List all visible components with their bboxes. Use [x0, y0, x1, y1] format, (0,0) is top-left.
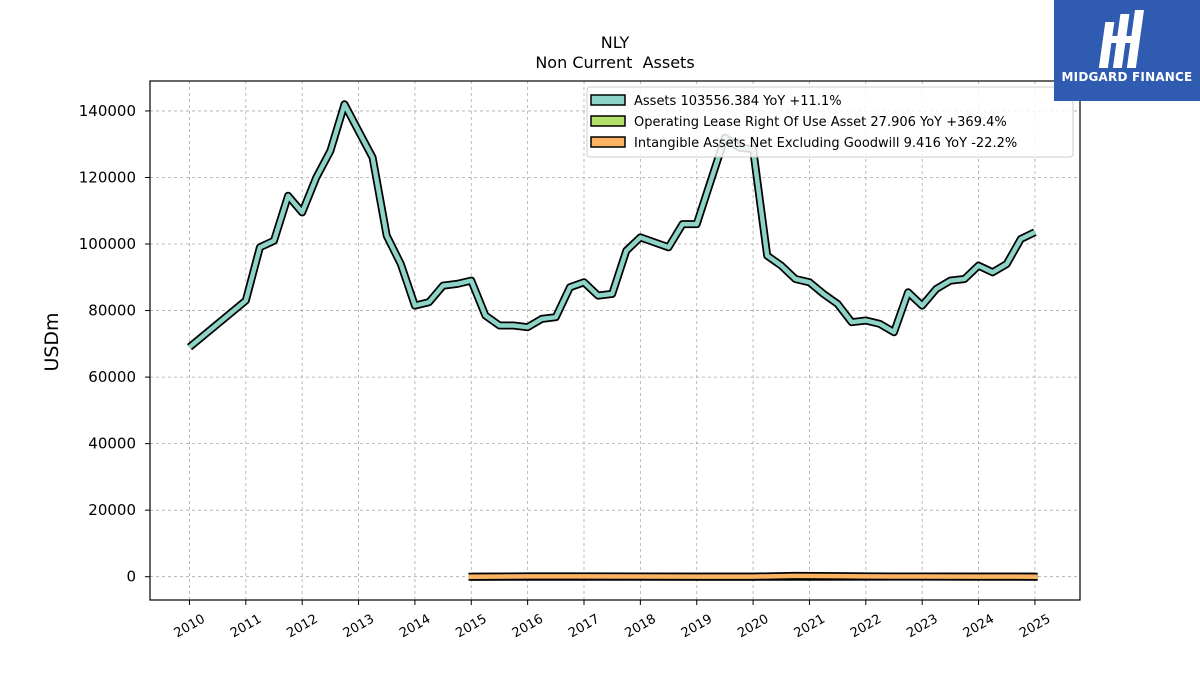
x-tick-label: 2022	[848, 612, 884, 642]
x-tick-label: 2024	[961, 612, 997, 642]
x-tick-label: 2013	[341, 612, 377, 642]
logo-text: MIDGARD FINANCE	[1061, 70, 1193, 84]
x-tick-label: 2020	[735, 612, 771, 642]
legend-swatch-operating-lease	[590, 115, 626, 127]
chart-subtitle: Non Current Assets	[535, 53, 694, 72]
legend-swatch-intangible-assets	[590, 136, 626, 148]
x-tick-label: 2023	[904, 612, 940, 642]
legend-label-intangible-assets: Intangible Assets Net Excluding Goodwill…	[634, 136, 1017, 151]
x-tick-label: 2021	[792, 612, 828, 642]
y-tick-label: 120000	[79, 168, 136, 186]
legend-swatch-assets	[590, 94, 626, 106]
legend-box	[586, 86, 1074, 158]
y-tick-label: 100000	[79, 235, 136, 253]
x-tick-label: 2014	[397, 612, 433, 642]
y-axis: 0 20000 40000 60000 80000 100000 120000 140000	[79, 102, 150, 586]
y-tick-label: 0	[126, 568, 136, 586]
legend-entries: Assets 103556.384 YoY +11.1% Operating Le…	[590, 94, 1017, 151]
x-tick-label: 2015	[453, 612, 489, 642]
x-tick-label: 2017	[566, 612, 602, 642]
y-axis-label: USDm	[41, 312, 63, 371]
y-tick-label: 80000	[88, 302, 136, 320]
legend: Assets 103556.384 YoY +11.1% Operating Le…	[586, 86, 1074, 158]
x-tick-label: 2016	[510, 612, 546, 642]
y-tick-label: 60000	[88, 368, 136, 386]
y-tick-label: 20000	[88, 501, 136, 519]
x-axis: 2010 2011 2012 2013 2014 2015 2016 2017 2018 2019…	[172, 600, 1053, 642]
x-tick-label: 2018	[623, 612, 659, 642]
x-tick-label: 2010	[172, 612, 208, 642]
legend-label-assets: Assets 103556.384 YoY +11.1%	[634, 94, 842, 109]
series-layer	[186, 100, 1038, 581]
legend-label-operating-lease: Operating Lease Right Of Use Asset 27.90…	[634, 115, 1007, 130]
series-line-intangible-assets	[468, 573, 1038, 579]
logo-mark-icon	[1098, 10, 1144, 68]
y-tick-label: 40000	[88, 435, 136, 453]
chart-title: NLY	[601, 33, 630, 52]
x-tick-label: 2012	[284, 612, 320, 642]
grid-lines	[150, 81, 1080, 600]
y-tick-label: 140000	[79, 102, 136, 120]
midgard-finance-logo: MIDGARD FINANCE	[1054, 0, 1200, 101]
x-tick-label: 2019	[679, 612, 715, 642]
x-tick-label: 2025	[1017, 612, 1053, 642]
x-tick-label: 2011	[228, 612, 264, 642]
series-line-assets	[188, 102, 1036, 349]
plot-frame	[149, 80, 1081, 601]
